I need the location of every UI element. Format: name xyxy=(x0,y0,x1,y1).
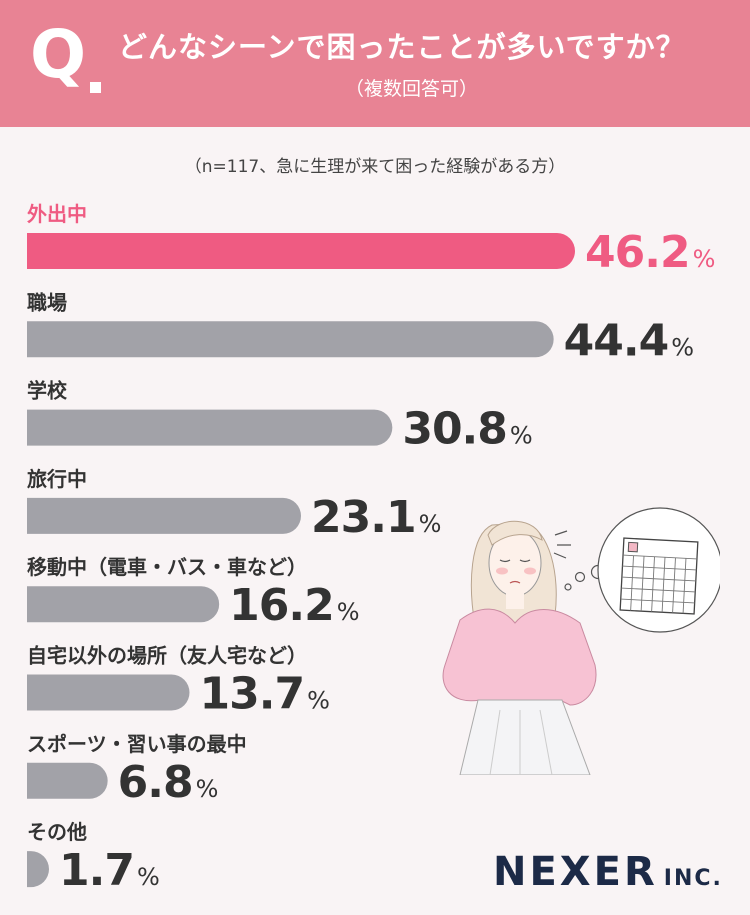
category-label: 旅行中 xyxy=(27,467,87,491)
value-label: 1.7% xyxy=(59,845,160,896)
bar xyxy=(27,851,49,888)
category-label: 自宅以外の場所（友人宅など） xyxy=(27,644,307,668)
value-label: 13.7% xyxy=(200,669,330,720)
bar xyxy=(27,586,220,623)
sample-note: （n=117、急に生理が来て困った経験がある方） xyxy=(184,157,566,177)
value-unit: % xyxy=(196,775,219,803)
value-number: 1.7 xyxy=(59,845,134,896)
value-number: 44.4 xyxy=(564,315,669,366)
category-label: 外出中 xyxy=(27,202,87,226)
q-dot xyxy=(90,82,101,93)
value-unit: % xyxy=(671,333,694,361)
value-number: 46.2 xyxy=(585,227,690,278)
value-number: 23.1 xyxy=(311,492,416,543)
bar xyxy=(27,497,302,534)
woman-calendar-illustration xyxy=(442,507,720,775)
question-title: どんなシーンで困ったことが多いですか？ xyxy=(118,30,686,64)
question-header: Q どんなシーンで困ったことが多いですか？ （複数回答可） xyxy=(0,0,750,127)
category-label: 学校 xyxy=(27,379,68,403)
bar xyxy=(27,762,108,799)
q-letter: Q xyxy=(30,16,87,93)
value-unit: % xyxy=(510,422,533,450)
bar xyxy=(27,233,575,269)
nexer-logo: NEXER INC. xyxy=(493,849,723,895)
logo-suffix: INC. xyxy=(663,866,723,891)
value-unit: % xyxy=(419,510,442,538)
value-label: 6.8% xyxy=(118,757,219,808)
value-number: 6.8 xyxy=(118,757,193,808)
value-label: 16.2% xyxy=(229,580,359,631)
category-label: その他 xyxy=(27,820,87,844)
category-label: 職場 xyxy=(27,290,67,314)
bar xyxy=(27,674,190,711)
value-unit: % xyxy=(693,245,716,273)
value-unit: % xyxy=(137,863,160,891)
value-number: 13.7 xyxy=(200,669,305,720)
bar xyxy=(27,409,393,446)
bar xyxy=(27,321,554,358)
value-unit: % xyxy=(307,687,330,715)
category-label: スポーツ・習い事の最中 xyxy=(27,732,247,756)
value-label: 30.8% xyxy=(402,404,532,455)
value-label: 23.1% xyxy=(311,492,441,543)
logo-main: NEXER xyxy=(493,849,658,895)
value-label: 44.4% xyxy=(564,315,694,366)
question-subtitle: （複数回答可） xyxy=(345,78,479,100)
category-label: 移動中（電車・バス・車など） xyxy=(27,555,307,579)
value-label: 46.2% xyxy=(585,227,715,278)
value-number: 16.2 xyxy=(229,580,334,631)
value-unit: % xyxy=(337,598,360,626)
value-number: 30.8 xyxy=(402,404,507,455)
